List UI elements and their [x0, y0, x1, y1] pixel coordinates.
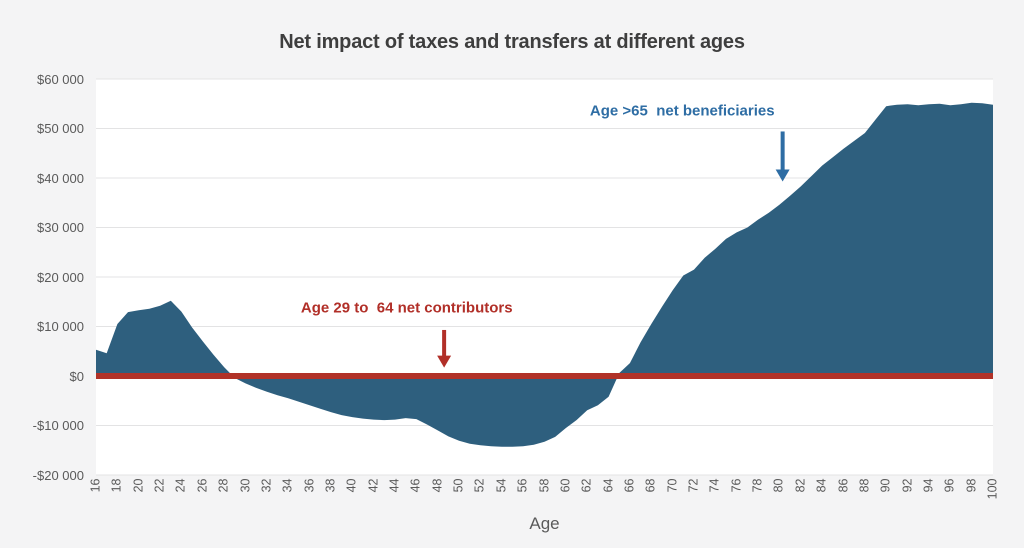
y-axis-tick-label: $40 000 [37, 170, 84, 186]
x-axis-tick-label: 72 [686, 478, 701, 493]
x-axis-tick-label: 48 [430, 478, 445, 493]
x-axis-tick-label: 86 [836, 478, 850, 493]
y-axis-tick-label: $20 000 [37, 269, 84, 285]
x-axis-tick-label: 82 [793, 478, 808, 493]
x-axis-tick-label: 54 [494, 478, 509, 493]
x-axis-tick-label: 90 [878, 478, 893, 493]
x-axis-tick-label: 64 [601, 478, 616, 493]
y-axis-tick-label: $0 [69, 368, 84, 384]
x-axis-tick-label: 56 [515, 478, 530, 493]
x-axis-tick-label: 98 [964, 478, 979, 493]
down-arrow-icon [437, 355, 452, 368]
y-axis-tick-label: $60 000 [37, 71, 84, 87]
x-axis-tick-label: 20 [131, 478, 146, 493]
x-axis-tick-label: 38 [323, 478, 338, 493]
y-axis-tick-label: $30 000 [37, 220, 84, 235]
x-axis-tick-label: 68 [643, 478, 658, 493]
x-axis-tick-label: 60 [558, 478, 573, 493]
area-series-net-impact [96, 102, 993, 447]
x-axis-tick-label: 52 [472, 478, 487, 493]
x-axis-tick-label: 18 [109, 478, 124, 493]
x-axis-tick-label: 66 [622, 478, 637, 493]
x-axis-tick-label: 46 [408, 478, 423, 493]
chart-title: Net impact of taxes and transfers at dif… [279, 31, 745, 53]
x-axis-tick-label: 16 [88, 478, 103, 493]
x-axis-tick-label: 50 [451, 478, 466, 493]
down-arrow-icon [775, 169, 790, 182]
x-axis-tick-label: 24 [173, 478, 188, 493]
x-axis-tick-label: 22 [152, 478, 167, 493]
x-axis-tick-label: 40 [344, 478, 359, 493]
x-axis-tick-label: 96 [942, 478, 957, 493]
x-axis-tick-label: 36 [302, 478, 317, 493]
y-axis-tick-label: -$20 000 [32, 467, 84, 483]
x-axis-title: Age [529, 514, 560, 533]
y-axis-tick-label: -$10 000 [32, 418, 84, 433]
x-axis-tick-label: 30 [238, 478, 252, 493]
x-axis-tick-label: 28 [216, 478, 231, 493]
x-axis-tick-label: 62 [579, 478, 594, 493]
x-axis-tick-label: 76 [729, 478, 744, 493]
x-axis-tick-label: 32 [259, 478, 274, 493]
x-axis-tick-label: 94 [921, 478, 936, 493]
y-axis-tick-label: $50 000 [37, 121, 84, 136]
x-axis-tick-label: 70 [665, 478, 680, 493]
x-axis-tick-label: 26 [195, 478, 210, 493]
x-axis-tick-label: 58 [537, 478, 551, 493]
x-axis-tick-label: 42 [366, 478, 381, 493]
annotation-net-beneficiaries: Age >65 net beneficiaries [589, 102, 775, 120]
x-axis-tick-label: 74 [707, 478, 722, 493]
x-axis-tick-label: 84 [814, 478, 829, 493]
x-axis-tick-label: 78 [750, 478, 765, 493]
x-axis-tick-label: 34 [280, 478, 295, 493]
x-axis-tick-label: 88 [857, 478, 872, 493]
x-axis-tick-label: 80 [771, 478, 786, 493]
zero-line [96, 373, 993, 379]
x-axis-tick-label: 100 [985, 478, 1000, 500]
x-axis-tick-label: 92 [900, 478, 915, 493]
annotation-net-contributors: Age 29 to 64 net contributors [300, 299, 513, 317]
x-axis-tick-label: 44 [387, 478, 402, 493]
y-axis-tick-label: $10 000 [37, 319, 84, 334]
